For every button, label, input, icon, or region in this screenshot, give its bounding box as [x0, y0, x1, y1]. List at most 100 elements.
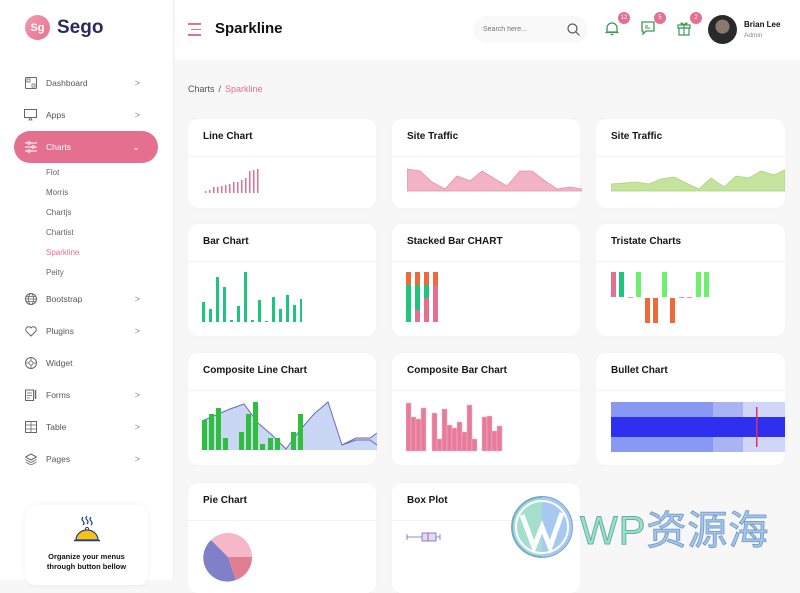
sidebar-item-widget[interactable]: Widget	[14, 347, 158, 379]
header: Sparkline 12 5 2 Brian Lee Admin	[175, 0, 800, 60]
page-title: Sparkline	[215, 20, 283, 37]
avatar[interactable]	[708, 15, 737, 44]
search-box	[473, 16, 588, 43]
divider	[188, 156, 376, 157]
submenu-item-chartjs[interactable]: Chartjs	[46, 208, 72, 217]
layers-icon	[24, 453, 37, 466]
divider	[392, 520, 580, 521]
forms-icon	[24, 389, 37, 402]
card-composite-line-chart: Composite Line Chart	[188, 353, 377, 465]
gifts-badge: 2	[690, 12, 702, 24]
breadcrumb-parent[interactable]: Charts	[188, 84, 215, 94]
sidebar-item-apps[interactable]: Apps >	[14, 99, 158, 131]
user-role: Admin	[744, 32, 763, 39]
gifts-button[interactable]: 2	[676, 12, 702, 38]
chevron-right-icon: >	[134, 326, 140, 336]
chevron-right-icon: >	[134, 294, 140, 304]
food-cloche-icon	[25, 515, 148, 548]
widget-icon	[24, 357, 37, 370]
card-title: Site Traffic	[611, 131, 663, 142]
user-name[interactable]: Brian Lee	[744, 20, 781, 29]
sliders-icon	[24, 141, 37, 154]
card-composite-bar-chart: Composite Bar Chart	[392, 353, 580, 465]
card-site-traffic-green: Site Traffic	[596, 119, 785, 208]
card-title: Composite Line Chart	[203, 365, 307, 376]
submenu-item-flot[interactable]: Flot	[46, 168, 60, 177]
promo-text-line2: through button bellow	[46, 562, 127, 571]
promo-text-line1: Organize your menus	[48, 552, 125, 561]
watermark-latin: WP	[579, 509, 647, 554]
divider	[188, 261, 376, 262]
logo[interactable]: Sg Sego	[25, 15, 103, 40]
card-stacked-bar-chart: Stacked Bar CHART	[392, 224, 580, 336]
card-bar-chart: Bar Chart	[188, 224, 376, 336]
bell-icon	[605, 22, 619, 36]
submenu-item-sparkline[interactable]: Sparkline	[46, 248, 80, 257]
search-input[interactable]	[473, 16, 553, 43]
divider	[392, 156, 580, 157]
messages-badge: 5	[654, 12, 666, 24]
divider	[188, 390, 376, 391]
divider	[392, 390, 580, 391]
composite-line-chart	[202, 401, 377, 450]
breadcrumb: Charts / Sparkline	[188, 84, 263, 94]
sidebar-item-charts[interactable]: Charts ⌄	[14, 131, 158, 163]
dashboard-icon	[24, 77, 37, 90]
site-traffic-area-chart	[407, 168, 582, 192]
logo-text: Sego	[57, 16, 104, 38]
divider	[392, 261, 580, 262]
card-title: Composite Bar Chart	[407, 365, 508, 376]
chevron-right-icon: >	[134, 454, 140, 464]
submenu-item-morris[interactable]: Morris	[46, 188, 69, 197]
search-icon[interactable]	[567, 23, 580, 41]
promo-card: Organize your menus through button bello…	[25, 505, 148, 585]
pie-chart	[203, 532, 253, 582]
submenu-item-peity[interactable]: Peity	[46, 268, 64, 277]
sidebar-item-plugins[interactable]: Plugins >	[14, 315, 158, 347]
bullet-chart	[611, 402, 785, 452]
sidebar-item-label: Bootstrap	[46, 294, 83, 304]
notifications-badge: 12	[618, 12, 630, 24]
card-title: Bullet Chart	[611, 365, 668, 376]
card-title: Pie Chart	[203, 495, 247, 506]
gift-icon	[677, 22, 691, 36]
line-sparkline-chart	[205, 169, 259, 193]
sidebar-item-label: Forms	[46, 390, 71, 400]
table-icon	[24, 421, 37, 434]
notifications-button[interactable]: 12	[604, 12, 630, 38]
composite-bar-chart	[406, 402, 503, 452]
submenu-item-chartist[interactable]: Chartist	[46, 228, 74, 237]
site-traffic-area-chart	[611, 169, 785, 192]
apps-icon	[24, 109, 37, 122]
sidebar-item-label: Dashboard	[46, 78, 88, 88]
charts-submenu: Flot Morris Chartjs Chartist Sparkline P…	[14, 163, 158, 283]
sidebar-item-table[interactable]: Table >	[14, 411, 158, 443]
sidebar-item-dashboard[interactable]: Dashboard >	[14, 67, 158, 99]
card-title: Bar Chart	[203, 236, 249, 247]
watermark-text: WP资源海	[579, 498, 769, 556]
watermark: WP资源海	[510, 495, 769, 559]
sidebar-item-bootstrap[interactable]: Bootstrap >	[14, 283, 158, 315]
sidebar-item-label: Charts	[46, 142, 72, 152]
card-title: Box Plot	[407, 495, 448, 506]
chevron-right-icon: >	[134, 390, 140, 400]
divider	[596, 156, 785, 157]
heart-icon	[24, 325, 37, 338]
promo-text: Organize your menus through button bello…	[25, 552, 148, 572]
breadcrumb-current: Sparkline	[225, 84, 263, 94]
sidebar-item-pages[interactable]: Pages >	[14, 443, 158, 475]
sidebar-item-forms[interactable]: Forms >	[14, 379, 158, 411]
chevron-right-icon: >	[134, 110, 140, 120]
hamburger-menu-icon[interactable]	[188, 23, 201, 40]
chevron-down-icon: ⌄	[132, 141, 140, 152]
card-bullet-chart: Bullet Chart	[596, 353, 785, 465]
messages-button[interactable]: 5	[640, 12, 666, 38]
divider	[596, 390, 785, 391]
chevron-right-icon: >	[134, 422, 140, 432]
stacked-bar-chart	[406, 272, 438, 322]
sidebar-item-label: Plugins	[46, 326, 74, 336]
sidebar-item-label: Table	[46, 422, 67, 432]
box-plot-chart	[406, 532, 441, 542]
card-title: Stacked Bar CHART	[407, 236, 503, 247]
sidebar-item-label: Widget	[46, 358, 73, 368]
